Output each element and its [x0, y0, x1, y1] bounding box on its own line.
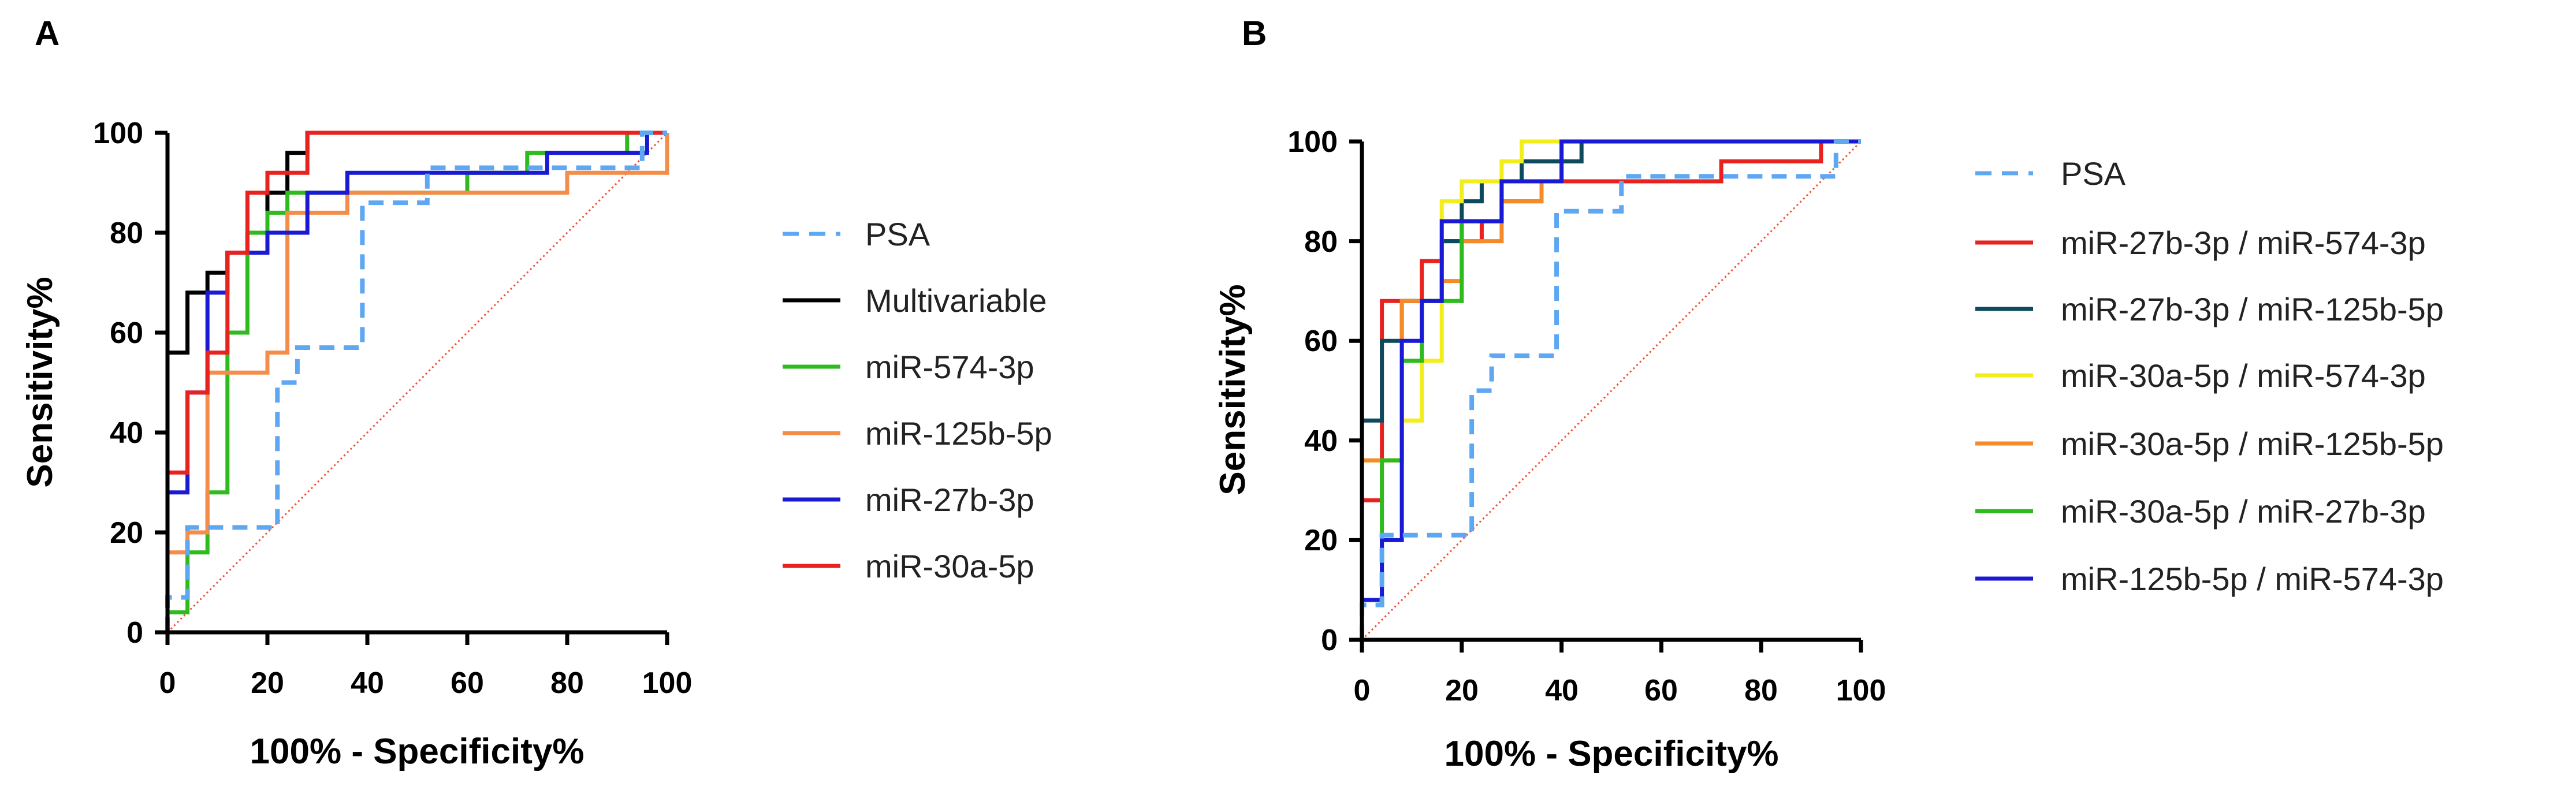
- panel-a-xtick-0: 0: [159, 666, 176, 700]
- panel-b-xtick-20: 20: [1445, 674, 1479, 707]
- panel-b-xtick-80: 80: [1744, 674, 1778, 707]
- panel-a-series-mir-30a-5p: [165, 131, 667, 632]
- panel-b-legend-30a-27b: miR-30a-5p / miR-27b-3p: [2061, 493, 2426, 530]
- panel-b-reference-line: [1361, 140, 1862, 641]
- panel-a-ytick-20: 20: [110, 516, 143, 550]
- panel-b-xtick-60: 60: [1644, 674, 1678, 707]
- panel-a-y-axis-title: Sensitivity%: [20, 277, 60, 487]
- panel-b-series-psa: [1360, 139, 1861, 640]
- panel-a-legend: PSA Multivariable miR-574-3p miR-125b-5p…: [783, 216, 1052, 584]
- panel-a-ytick-100: 100: [93, 117, 143, 150]
- panel-a-series-mir-125b-5p: [165, 133, 669, 632]
- panel-a-legend-multivariable: Multivariable: [865, 282, 1047, 319]
- panel-a-legend-psa: PSA: [865, 216, 930, 252]
- panel-a-plot-area: [165, 131, 669, 633]
- panel-a-ytick-80: 80: [110, 217, 143, 250]
- panel-b-xtick-100: 100: [1836, 674, 1886, 707]
- panel-a-xtick-60: 60: [451, 666, 484, 700]
- panel-b-legend-27b-574: miR-27b-3p / miR-574-3p: [2061, 225, 2426, 261]
- panel-b-legend-psa: PSA: [2061, 155, 2126, 192]
- panel-b-legend-30a-125b: miR-30a-5p / miR-125b-5p: [2061, 426, 2444, 462]
- panel-b-legend: PSA miR-27b-3p / miR-574-3p miR-27b-3p /…: [1975, 155, 2444, 597]
- panel-b-xtick-40: 40: [1545, 674, 1579, 707]
- panel-b-ytick-80: 80: [1304, 225, 1338, 259]
- panel-a-ticks: [155, 131, 669, 645]
- panel-a-series-mir-27b-3p: [165, 131, 667, 632]
- panel-b-ticks: [1349, 139, 1863, 653]
- panel-a-legend-mir-30a-5p: miR-30a-5p: [865, 548, 1034, 584]
- panel-b: B 0 20 40 60 80 100 0 20 40 60 80 100 10…: [1213, 14, 2444, 774]
- panel-a-xtick-80: 80: [550, 666, 584, 700]
- panel-a-legend-mir-125b-5p: miR-125b-5p: [865, 415, 1052, 452]
- panel-a-legend-mir-574-3p: miR-574-3p: [865, 349, 1034, 385]
- panel-a-x-axis-title: 100% - Specificity%: [250, 732, 585, 771]
- panel-a: A 0 20 40 60 80 100 0 20 40 60 80 100 10…: [20, 14, 1052, 771]
- panel-b-ytick-40: 40: [1304, 424, 1338, 458]
- panel-b-ytick-20: 20: [1304, 524, 1338, 557]
- panel-b-ytick-100: 100: [1287, 125, 1338, 159]
- panel-b-ytick-60: 60: [1304, 325, 1338, 358]
- panel-b-legend-27b-125b: miR-27b-3p / miR-125b-5p: [2061, 291, 2444, 327]
- panel-b-letter: B: [1242, 14, 1267, 53]
- panel-a-series-mir-574-3p: [165, 131, 667, 632]
- panel-b-x-axis-title: 100% - Specificity%: [1445, 734, 1779, 774]
- panel-b-ytick-0: 0: [1321, 624, 1338, 657]
- panel-a-reference-line: [166, 132, 668, 633]
- panel-b-legend-30a-574: miR-30a-5p / miR-574-3p: [2061, 357, 2426, 394]
- panel-a-legend-mir-27b-3p: miR-27b-3p: [865, 482, 1034, 518]
- panel-a-series-psa: [165, 131, 667, 632]
- panel-a-xtick-20: 20: [251, 666, 284, 700]
- panel-a-series-multivariable: [165, 131, 667, 632]
- panel-b-y-axis-title: Sensitivity%: [1213, 284, 1253, 495]
- panel-a-ytick-0: 0: [126, 616, 143, 650]
- panel-b-xtick-0: 0: [1354, 674, 1371, 707]
- panel-a-ytick-40: 40: [110, 416, 143, 450]
- panel-b-legend-125b-574: miR-125b-5p / miR-574-3p: [2061, 561, 2444, 597]
- panel-a-ytick-60: 60: [110, 316, 143, 350]
- panel-a-xtick-100: 100: [642, 666, 693, 700]
- panel-a-letter: A: [35, 14, 59, 53]
- panel-b-plot-area: [1360, 139, 1862, 641]
- panel-a-xtick-40: 40: [351, 666, 384, 700]
